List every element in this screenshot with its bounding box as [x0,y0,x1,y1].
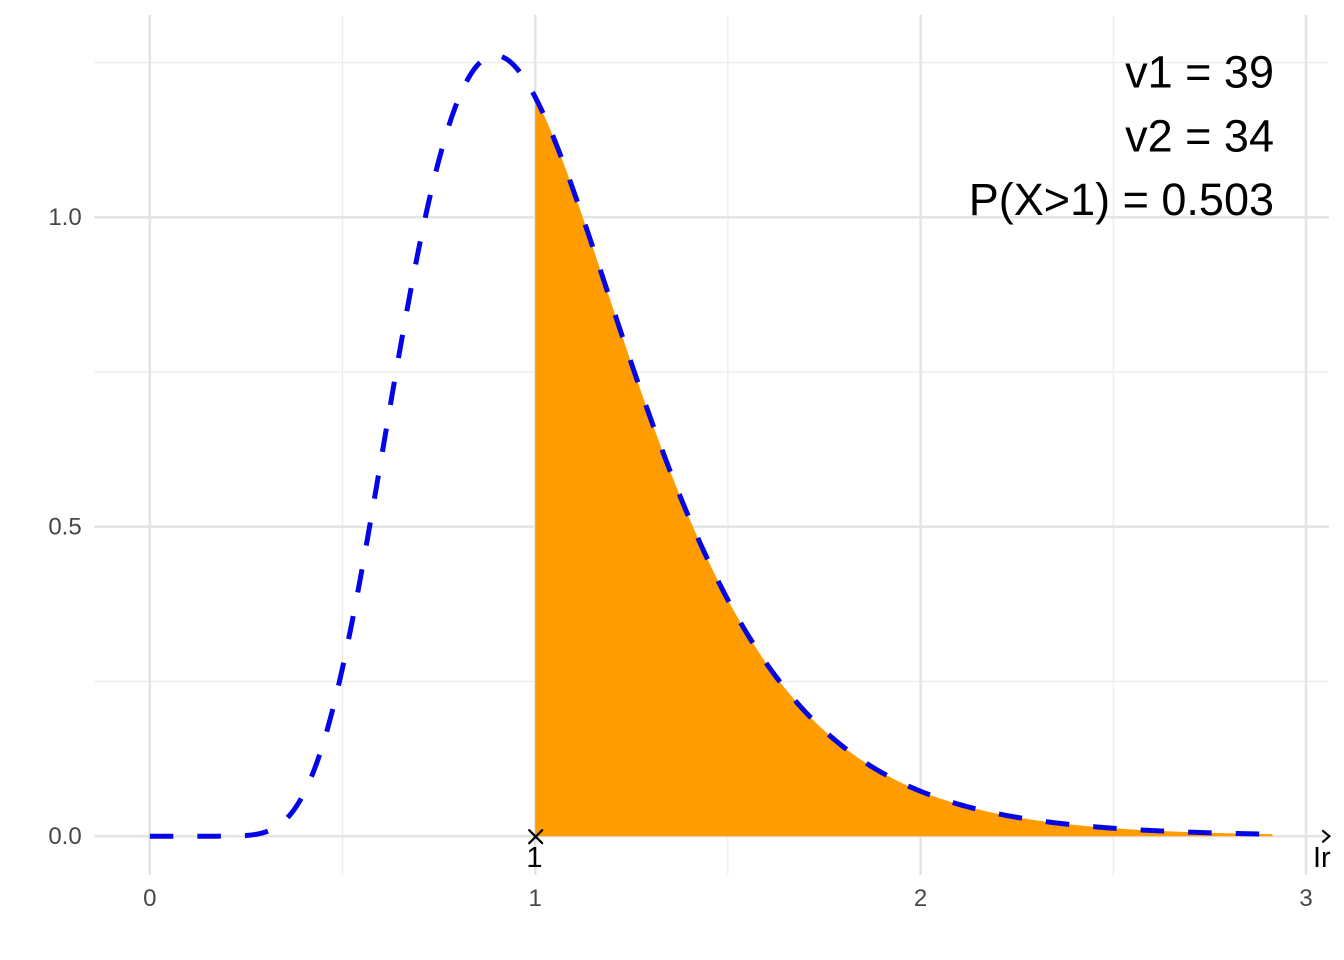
svg-text:v2 = 34: v2 = 34 [1125,111,1274,162]
svg-text:2: 2 [914,885,927,912]
svg-text:1: 1 [526,842,542,874]
svg-text:0.0: 0.0 [48,823,81,850]
svg-text:v1 = 39: v1 = 39 [1125,47,1274,98]
svg-text:1: 1 [529,885,542,912]
svg-text:1.0: 1.0 [48,204,81,231]
svg-text:Ir: Ir [1313,842,1331,874]
svg-text:3: 3 [1299,885,1312,912]
svg-text:0: 0 [143,885,156,912]
svg-text:P(X>1) = 0.503: P(X>1) = 0.503 [969,174,1274,225]
svg-text:0.5: 0.5 [48,513,81,540]
